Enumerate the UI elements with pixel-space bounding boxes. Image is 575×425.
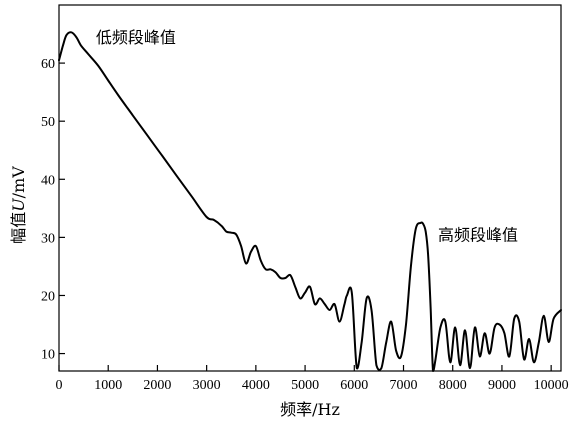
x-tick-label: 7000 [390, 378, 418, 393]
x-tick-label: 3000 [193, 378, 221, 393]
annotation-label: 高频段峰值 [438, 225, 518, 244]
x-axis-title: 频率/Hz [280, 400, 340, 419]
x-axis-ticks: 0 1000 2000 3000 4000 5000 6000 7000 8000 9000 100… [56, 365, 569, 393]
y-tick-label: 10 [41, 348, 55, 363]
y-axis-title-variable: U [9, 198, 28, 212]
x-tick-label: 4000 [242, 378, 270, 393]
x-tick-label: 0 [56, 378, 63, 393]
plot-frame [58, 4, 562, 372]
y-axis-title-suffix: /mV [9, 166, 28, 199]
y-axis-title: 幅值U/mV [9, 166, 28, 244]
x-tick-label: 2000 [143, 378, 171, 393]
x-tick-label: 6000 [340, 378, 368, 393]
y-tick-label: 40 [41, 173, 55, 188]
y-tick-label: 20 [41, 289, 55, 304]
x-tick-label: 1000 [94, 378, 122, 393]
y-axis-ticks: 10 20 30 40 50 60 [41, 57, 65, 363]
y-tick-label: 50 [41, 115, 55, 130]
y-axis-title-prefix: 幅值 [9, 212, 28, 244]
x-tick-label: 10000 [534, 378, 569, 393]
y-tick-label: 30 [41, 231, 55, 246]
series-line [58, 31, 562, 372]
annotation-label: 低频段峰值 [96, 28, 176, 47]
y-tick-label: 60 [41, 57, 55, 72]
x-tick-label: 5000 [291, 378, 319, 393]
x-tick-label: 8000 [439, 378, 467, 393]
x-tick-label: 9000 [488, 378, 516, 393]
